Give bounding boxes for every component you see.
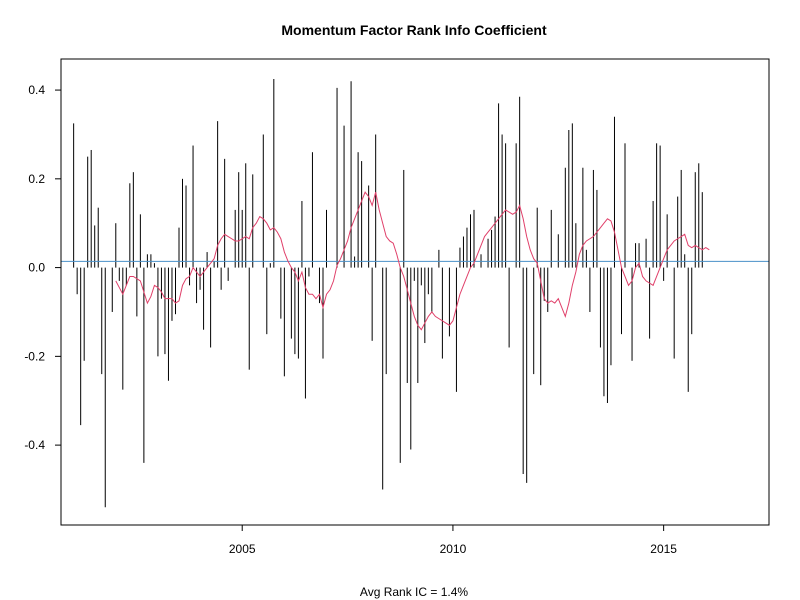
rolling-average-line <box>115 191 710 331</box>
y-tick-label: -0.2 <box>24 349 45 363</box>
y-tick-label: -0.4 <box>24 438 45 452</box>
chart-title: Momentum Factor Rank Info Coefficient <box>281 22 547 38</box>
x-tick-label: 2010 <box>440 542 467 556</box>
y-tick-label: 0.4 <box>28 83 45 97</box>
y-axis: -0.4 -0.2 0.0 0.2 0.4 <box>24 83 61 452</box>
y-tick-label: 0.2 <box>28 172 45 186</box>
bar-series <box>73 78 703 508</box>
x-axis: 2005 2010 2015 <box>229 525 677 556</box>
x-tick-label: 2005 <box>229 542 256 556</box>
y-tick-label: 0.0 <box>28 261 45 275</box>
x-axis-label: Avg Rank IC = 1.4% <box>360 585 469 599</box>
plot-frame <box>60 58 770 526</box>
x-tick-label: 2015 <box>650 542 677 556</box>
